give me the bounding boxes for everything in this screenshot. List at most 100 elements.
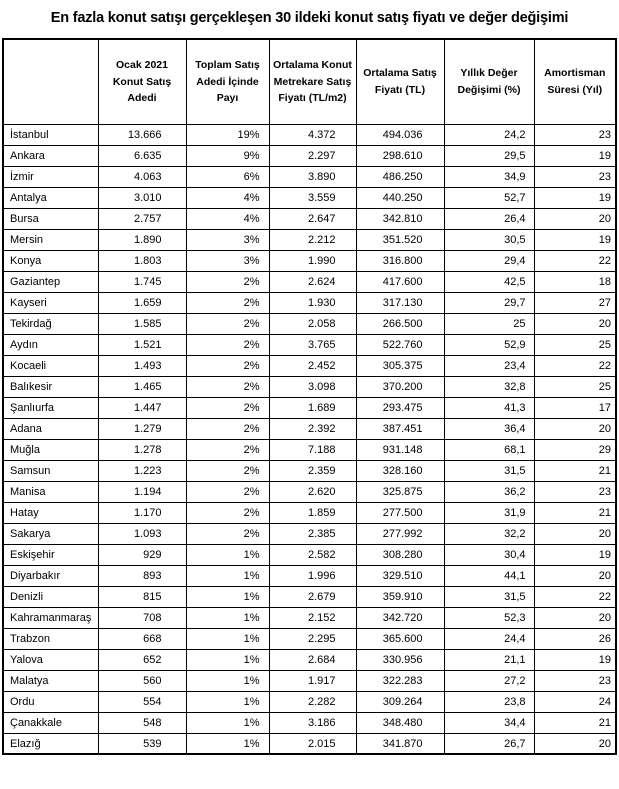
sales-share-cell: 4% [185,186,270,209]
city-cell: Çanakkale [2,711,99,734]
avg-price-cell: 342.810 [355,207,445,230]
sqm-price-cell: 3.890 [268,165,357,188]
city-cell: Şanlıurfa [2,396,99,419]
header-cell-sales-count: Ocak 2021 Konut Satış Adedi [97,38,187,125]
value-change-cell: 25 [443,312,535,335]
housing-sales-table: Ocak 2021 Konut Satış Adedi Toplam Satış… [2,38,617,755]
sqm-price-cell: 1.859 [268,501,357,524]
avg-price-cell: 293.475 [355,396,445,419]
city-cell: Yalova [2,648,99,671]
amortization-cell: 23 [533,669,617,692]
sales-count-cell: 1.170 [97,501,187,524]
avg-price-cell: 387.451 [355,417,445,440]
value-change-cell: 34,9 [443,165,535,188]
city-cell: Eskişehir [2,543,99,566]
avg-price-cell: 317.130 [355,291,445,314]
sales-share-cell: 2% [185,417,270,440]
table-row: Tekirdağ 1.585 2% 2.058 266.500 25 20 [2,312,617,335]
avg-price-cell: 440.250 [355,186,445,209]
amortization-cell: 26 [533,627,617,650]
value-change-cell: 23,4 [443,354,535,377]
value-change-cell: 34,4 [443,711,535,734]
sales-share-cell: 4% [185,207,270,230]
sales-count-cell: 708 [97,606,187,629]
amortization-cell: 21 [533,711,617,734]
table-row: İstanbul 13.666 19% 4.372 494.036 24,2 2… [2,123,617,146]
sales-share-cell: 3% [185,228,270,251]
sales-count-cell: 4.063 [97,165,187,188]
sales-count-cell: 652 [97,648,187,671]
city-cell: Bursa [2,207,99,230]
sales-count-cell: 1.093 [97,522,187,545]
sales-count-cell: 1.521 [97,333,187,356]
city-cell: Muğla [2,438,99,461]
city-cell: Kahramanmaraş [2,606,99,629]
sales-share-cell: 2% [185,291,270,314]
sqm-price-cell: 2.679 [268,585,357,608]
avg-price-cell: 348.480 [355,711,445,734]
sqm-price-cell: 1.990 [268,249,357,272]
value-change-cell: 24,2 [443,123,535,146]
avg-price-cell: 342.720 [355,606,445,629]
value-change-cell: 31,9 [443,501,535,524]
avg-price-cell: 931.148 [355,438,445,461]
sqm-price-cell: 2.295 [268,627,357,650]
sales-share-cell: 2% [185,396,270,419]
sqm-price-cell: 2.684 [268,648,357,671]
value-change-cell: 30,5 [443,228,535,251]
amortization-cell: 19 [533,228,617,251]
sales-share-cell: 2% [185,270,270,293]
amortization-cell: 19 [533,186,617,209]
avg-price-cell: 325.875 [355,480,445,503]
city-cell: Aydın [2,333,99,356]
sales-share-cell: 2% [185,333,270,356]
header-cell-value-change: Yıllık Değer Değişimi (%) [443,38,535,125]
sales-count-cell: 1.659 [97,291,187,314]
sales-count-cell: 668 [97,627,187,650]
table-row: Muğla 1.278 2% 7.188 931.148 68,1 29 [2,438,617,461]
header-cell-sales-share: Toplam Satış Adedi İçinde Payı [185,38,270,125]
avg-price-cell: 341.870 [355,732,445,755]
city-cell: Adana [2,417,99,440]
value-change-cell: 32,8 [443,375,535,398]
city-cell: Gaziantep [2,270,99,293]
table-row: Gaziantep 1.745 2% 2.624 417.600 42,5 18 [2,270,617,293]
value-change-cell: 29,4 [443,249,535,272]
amortization-cell: 22 [533,249,617,272]
avg-price-cell: 370.200 [355,375,445,398]
sqm-price-cell: 2.212 [268,228,357,251]
table-row: Mersin 1.890 3% 2.212 351.520 30,5 19 [2,228,617,251]
avg-price-cell: 417.600 [355,270,445,293]
sales-count-cell: 539 [97,732,187,755]
sales-share-cell: 1% [185,543,270,566]
amortization-cell: 22 [533,354,617,377]
sqm-price-cell: 4.372 [268,123,357,146]
avg-price-cell: 309.264 [355,690,445,713]
sqm-price-cell: 3.765 [268,333,357,356]
sales-share-cell: 1% [185,627,270,650]
sales-share-cell: 3% [185,249,270,272]
value-change-cell: 31,5 [443,459,535,482]
sales-share-cell: 1% [185,564,270,587]
table-row: Kocaeli 1.493 2% 2.452 305.375 23,4 22 [2,354,617,377]
value-change-cell: 36,4 [443,417,535,440]
city-cell: Kayseri [2,291,99,314]
sales-count-cell: 1.493 [97,354,187,377]
sqm-price-cell: 1.996 [268,564,357,587]
value-change-cell: 24,4 [443,627,535,650]
avg-price-cell: 298.610 [355,144,445,167]
sales-count-cell: 2.757 [97,207,187,230]
sales-count-cell: 815 [97,585,187,608]
avg-price-cell: 359.910 [355,585,445,608]
table-row: Trabzon 668 1% 2.295 365.600 24,4 26 [2,627,617,650]
sqm-price-cell: 2.620 [268,480,357,503]
sales-share-cell: 2% [185,522,270,545]
sales-share-cell: 6% [185,165,270,188]
sqm-price-cell: 2.385 [268,522,357,545]
table-header: Ocak 2021 Konut Satış Adedi Toplam Satış… [2,38,617,125]
value-change-cell: 68,1 [443,438,535,461]
city-cell: Malatya [2,669,99,692]
table-row: Aydın 1.521 2% 3.765 522.760 52,9 25 [2,333,617,356]
sales-share-cell: 2% [185,312,270,335]
sqm-price-cell: 2.058 [268,312,357,335]
